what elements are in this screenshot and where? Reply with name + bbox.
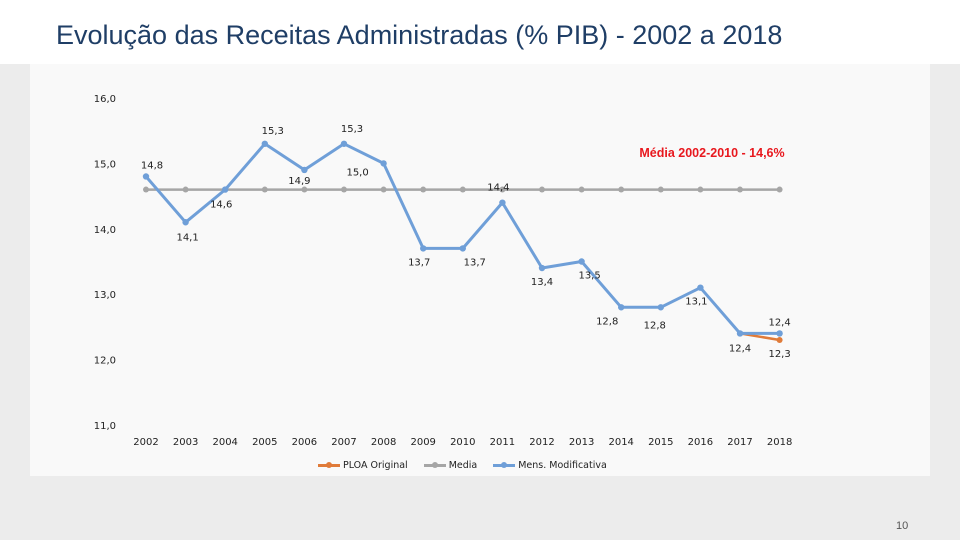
legend-swatch (318, 458, 340, 472)
x-tick-label: 2018 (767, 437, 792, 448)
y-tick-label: 11,0 (94, 421, 116, 432)
media-series-point (420, 186, 427, 193)
x-tick-label: 2007 (331, 437, 356, 448)
legend-swatch (423, 458, 446, 472)
mens-modificativa-data-label: 14,6 (210, 200, 232, 211)
y-tick-label: 14,0 (94, 225, 116, 236)
mens-modificativa-data-label: 12,8 (596, 316, 618, 327)
legend-item: PLOA Original (318, 458, 408, 472)
page-number: 10 (896, 520, 909, 532)
media-series-point (776, 186, 783, 193)
mens-modificativa-series-point (222, 186, 229, 193)
media-series-point (143, 186, 149, 193)
x-tick-label: 2017 (727, 437, 752, 448)
media-series-point (657, 186, 664, 193)
x-tick-label: 2009 (410, 437, 435, 448)
mens-modificativa-series-point (142, 173, 150, 180)
page-title: Evolução das Receitas Administradas (% P… (56, 20, 783, 50)
x-tick-label: 2013 (569, 437, 594, 448)
media-series-point (380, 186, 387, 193)
media-series-point (578, 186, 585, 193)
x-tick-label: 2016 (688, 437, 713, 448)
mens-modificativa-series-point (657, 304, 664, 311)
mens-modificativa-series-point (459, 245, 466, 252)
x-tick-label: 2003 (173, 437, 198, 448)
mens-modificativa-series-point (736, 330, 744, 337)
x-tick-label: 2012 (529, 437, 554, 448)
media-series-point (697, 186, 704, 193)
mens-modificativa-data-label: 13,7 (408, 257, 430, 268)
mens-modificativa-data-label: 14,4 (487, 183, 509, 194)
media-series-point (618, 186, 625, 193)
mens-modificativa-data-label: 15,3 (262, 126, 284, 137)
x-tick-label: 2011 (490, 437, 515, 448)
mens-modificativa-data-label: 15,0 (346, 167, 368, 178)
media-series-point (737, 186, 743, 193)
mens-modificativa-series-point (618, 304, 625, 311)
x-tick-label: 2002 (133, 437, 158, 448)
mens-modificativa-series-point (340, 140, 348, 147)
mens-modificativa-series-point (420, 245, 427, 252)
mens-modificativa-series-point (776, 330, 783, 337)
ploa-original-data-label: 12,3 (768, 349, 790, 360)
media-series-point (261, 186, 268, 193)
y-tick-label: 12,0 (94, 356, 116, 367)
chart-legend: PLOA Original Media Mens. Modificativa (318, 458, 623, 472)
media-series-point (341, 186, 347, 193)
mens-modificativa-series-point (578, 258, 585, 265)
y-tick-label: 13,0 (94, 290, 116, 301)
mens-modificativa-data-label: 14,9 (288, 176, 310, 187)
media-series-point (459, 186, 466, 193)
mens-modificativa-series-point (261, 140, 268, 147)
legend-label: Mens. Modificativa (518, 459, 607, 471)
y-tick-label: 15,0 (94, 159, 116, 170)
mens-modificativa-series-point (697, 284, 704, 291)
mens-modificativa-data-label: 13,5 (578, 271, 600, 282)
media-series-point (301, 186, 308, 193)
x-tick-label: 2008 (371, 437, 396, 448)
legend-label: Media (448, 459, 478, 471)
mens-modificativa-series-point (538, 264, 546, 272)
ploa-original-series-point (776, 336, 783, 343)
mens-modificativa-data-label: 14,1 (176, 232, 198, 243)
x-tick-label: 2014 (608, 437, 633, 448)
x-tick-label: 2006 (292, 437, 317, 448)
mens-modificativa-data-label: 12,4 (768, 317, 790, 328)
mean-annotation: Média 2002-2010 - 14,6% (639, 146, 784, 160)
mens-modificativa-data-label: 15,3 (341, 124, 363, 135)
x-tick-label: 2004 (212, 437, 237, 448)
mens-modificativa-series-point (301, 166, 308, 174)
media-series-point (182, 186, 189, 193)
plot-panel (30, 64, 930, 476)
mens-modificativa-data-label: 13,1 (685, 297, 707, 308)
mens-modificativa-data-label: 13,7 (464, 257, 486, 268)
legend-label: PLOA Original (343, 459, 408, 471)
legend-item: Mens. Modificativa (493, 458, 607, 472)
mens-modificativa-series-point (182, 219, 189, 226)
legend-swatch (493, 458, 516, 472)
mens-modificativa-series-point (380, 160, 387, 167)
x-tick-label: 2010 (450, 437, 475, 448)
mens-modificativa-data-label: 12,4 (729, 343, 751, 354)
mens-modificativa-data-label: 14,8 (141, 160, 163, 171)
media-series-point (539, 186, 545, 193)
mens-modificativa-series-point (499, 199, 506, 206)
y-tick-label: 16,0 (94, 94, 116, 105)
x-tick-label: 2005 (252, 437, 277, 448)
mens-modificativa-data-label: 13,4 (531, 277, 553, 288)
media-series-point (499, 186, 506, 193)
legend-item: Media (423, 458, 478, 472)
title-bar: Evolução das Receitas Administradas (% P… (0, 0, 960, 64)
x-tick-label: 2015 (648, 437, 673, 448)
mens-modificativa-data-label: 12,8 (644, 320, 666, 331)
